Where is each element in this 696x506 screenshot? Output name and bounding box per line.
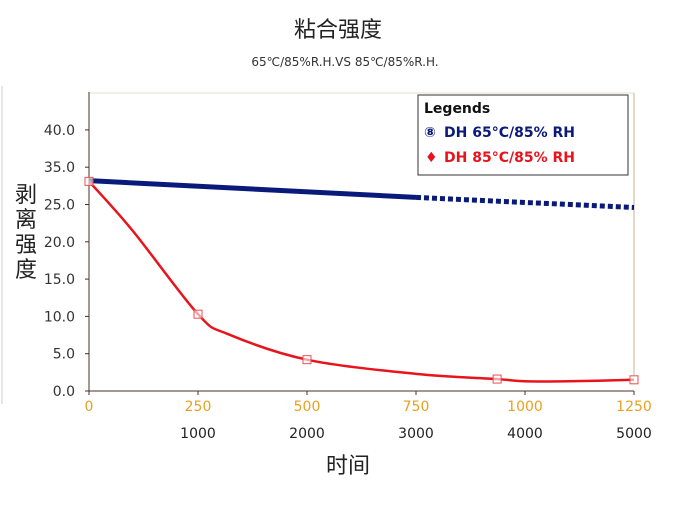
y-tick-label: 20.0	[44, 235, 75, 251]
legend: Legends ⑧ DH 65°C/85% RH ♦ DH 85°C/85% R…	[417, 94, 629, 176]
series-1-marker	[84, 176, 94, 186]
legend-box	[417, 94, 629, 176]
series-0-dotted-line	[415, 194, 635, 210]
x-tick-label: 250	[185, 399, 212, 415]
x-ticks: 0 250 500 750 1000 1250 1000 2000 3000 4000 5000	[85, 391, 652, 442]
x-secondary-tick-label: 1000	[180, 426, 216, 442]
y-tick-label: 25.0	[44, 198, 75, 214]
y-tick-label: 0.0	[53, 384, 75, 400]
x-tick-label: 500	[294, 399, 321, 415]
legend-symbol-1: ♦	[425, 150, 438, 166]
x-tick-label: 0	[85, 399, 94, 415]
chart-subtitle: 65℃/85%R.H.VS 85℃/85%R.H.	[251, 55, 438, 69]
y-tick-label: 35.0	[44, 160, 75, 176]
series-1-marker	[193, 309, 203, 319]
y-ticks: 0.0 5.0 10.0 15.0 20.0 25.0 35.0 40.0	[44, 123, 89, 400]
series-0-solid-line	[88, 178, 417, 200]
x-secondary-tick-label: 4000	[507, 426, 543, 442]
x-tick-label: 1000	[507, 399, 543, 415]
y-tick-label: 10.0	[44, 309, 75, 325]
y-tick-label: 5.0	[53, 347, 75, 363]
y-axis-label: 剥离强度	[15, 183, 37, 283]
x-tick-label: 750	[403, 399, 430, 415]
legend-symbol-0: ⑧	[424, 125, 436, 141]
y-tick-label: 15.0	[44, 272, 75, 288]
series-1-marker	[302, 355, 312, 365]
x-tick-label: 1250	[616, 399, 652, 415]
series-group	[84, 176, 639, 385]
legend-title: Legends	[424, 101, 490, 117]
x-secondary-tick-label: 2000	[289, 426, 325, 442]
x-secondary-tick-label: 3000	[398, 426, 434, 442]
series-1-line	[88, 180, 635, 383]
y-tick-label: 40.0	[44, 123, 75, 139]
chart-title: 粘合强度	[294, 18, 382, 43]
series-1-marker	[629, 375, 639, 385]
legend-entry-1: DH 85°C/85% RH	[444, 150, 575, 166]
x-axis-label: 时间	[326, 454, 370, 479]
legend-entry-0: DH 65°C/85% RH	[444, 125, 575, 141]
series-1-marker	[492, 374, 502, 384]
x-secondary-tick-label: 5000	[616, 426, 652, 442]
